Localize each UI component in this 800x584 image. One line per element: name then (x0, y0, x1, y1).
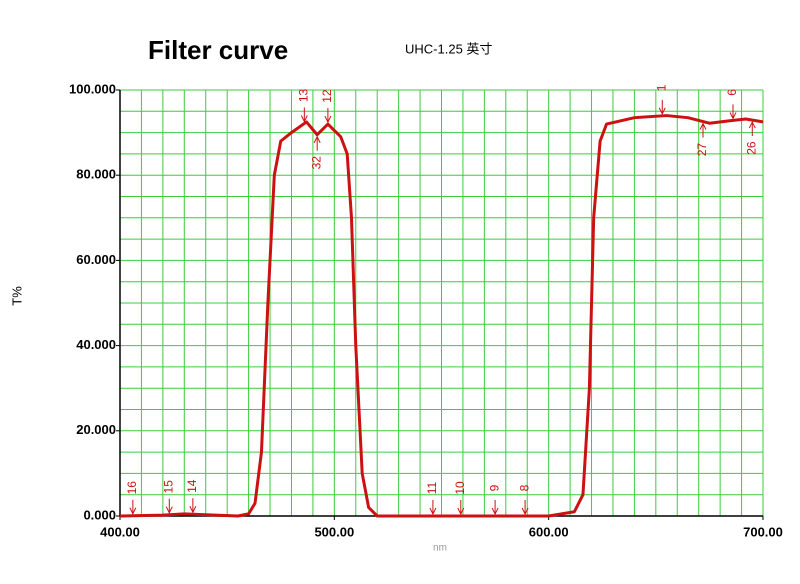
y-tick-label: 0.000 (83, 507, 116, 522)
marker-arrow-head (748, 120, 756, 129)
x-tick-label: 700.00 (743, 524, 783, 539)
x-axis-label: nm (433, 543, 447, 554)
marker-label: 14 (185, 479, 199, 493)
marker-label: 26 (744, 141, 758, 155)
y-tick-label: 100.000 (69, 81, 116, 96)
x-tick-label: 600.00 (529, 524, 569, 539)
marker-arrow-head (521, 507, 529, 516)
marker-arrow-head (189, 505, 197, 514)
x-tick-label: 500.00 (314, 524, 354, 539)
marker-arrow-head (729, 112, 737, 120)
marker-label: 10 (453, 481, 467, 495)
marker-label: 11 (425, 481, 439, 494)
y-tick-label: 80.000 (76, 167, 116, 182)
marker-label: 16 (125, 481, 139, 495)
y-tick-label: 20.000 (76, 422, 116, 437)
x-tick-label: 400.00 (100, 524, 140, 539)
marker-label: 9 (487, 484, 501, 491)
marker-label: 13 (296, 88, 310, 102)
y-tick-label: 40.000 (76, 337, 116, 352)
marker-arrow-head (313, 135, 321, 143)
marker-arrow-head (165, 506, 173, 514)
y-tick-label: 60.000 (76, 252, 116, 267)
chart-title: Filter curve (148, 35, 288, 65)
marker-arrow-head (457, 507, 465, 516)
marker-arrow-head (129, 507, 137, 515)
y-axis-label: T% (9, 286, 24, 306)
marker-arrow-head (491, 507, 499, 516)
marker-label: 32 (309, 156, 323, 170)
marker-label: 12 (320, 89, 334, 103)
marker-arrow-head (699, 122, 707, 130)
marker-arrow-head (300, 115, 308, 123)
marker-label: 6 (725, 89, 739, 96)
series-line (119, 114, 764, 518)
marker-label: 8 (517, 484, 531, 491)
marker-arrow-head (324, 115, 332, 124)
chart-subtitle: UHC-1.25 英寸 (405, 41, 492, 56)
marker-label: 15 (161, 480, 175, 494)
marker-label: 27 (695, 143, 709, 157)
marker-arrow-head (658, 107, 666, 115)
marker-arrow-head (429, 507, 437, 516)
marker-label: 1 (654, 84, 668, 91)
